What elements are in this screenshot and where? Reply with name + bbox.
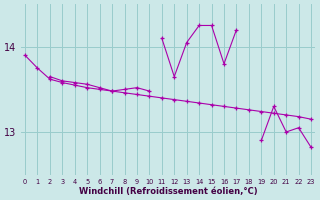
X-axis label: Windchill (Refroidissement éolien,°C): Windchill (Refroidissement éolien,°C) [79, 187, 257, 196]
